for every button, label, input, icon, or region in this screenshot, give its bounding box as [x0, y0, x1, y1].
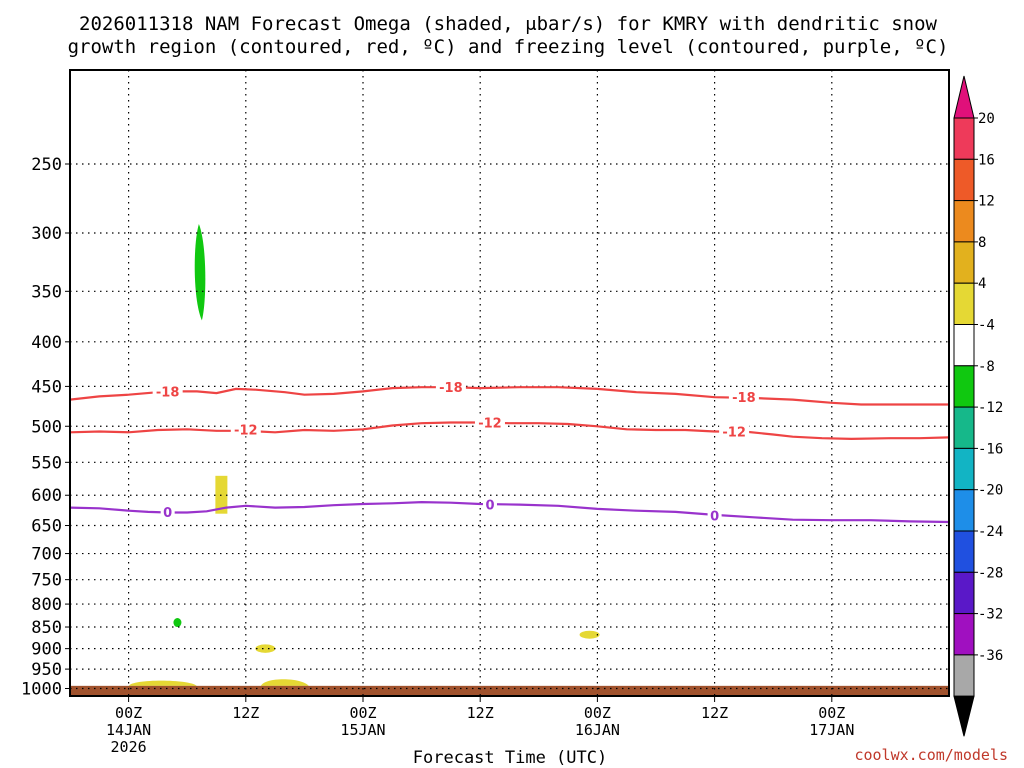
contour-label-bg-0-0: [152, 384, 183, 399]
plot-area: -18 -18 -18 -12 -12 -12 0 0 0: [69, 69, 950, 697]
y-tick-label-400: 400: [31, 333, 62, 353]
contour-label-bg-2-0: [160, 504, 175, 519]
y-tick-label-600: 600: [31, 486, 62, 506]
colorbar-swatch-1: [953, 158, 975, 202]
colorbar-label-4: 4: [978, 276, 986, 292]
contour-label-1-0: -12: [234, 423, 258, 438]
colorbar-swatch-4: [953, 282, 975, 326]
contour-line-1: [69, 421, 950, 441]
contour-label-bg-1-1: [474, 415, 505, 430]
colorbar-label-0: 20: [978, 111, 995, 127]
x-tick-time-12: 12Z: [232, 704, 259, 722]
surface-ground: [70, 685, 949, 696]
x-tick-time-48: 00Z: [584, 704, 611, 722]
contour-label-bg-2-2: [707, 508, 722, 523]
y-tick-label-850: 850: [31, 618, 62, 638]
colorbar-swatch-3: [953, 241, 975, 284]
colorbar-label-6: -8: [978, 359, 995, 375]
contour-layer: -18 -18 -18 -12 -12 -12 0 0 0: [69, 380, 950, 524]
colorbar-top-triangle: [953, 75, 975, 119]
plot-frame: [69, 69, 950, 697]
x-tick-time-72: 00Z: [818, 704, 845, 722]
colorbar: 20 16 12 8 4 -4 -8 -12 -16 -20 -24 -28 -32 -36: [953, 75, 1003, 737]
y-tick-label-950: 950: [31, 660, 62, 680]
contour-label-bg-0-2: [728, 390, 759, 405]
colorbar-label-10: -24: [978, 524, 1003, 540]
x-tick-date-48: 16JAN: [575, 721, 620, 739]
colorbar-label-8: -16: [978, 441, 1003, 457]
plot-background: [70, 70, 949, 696]
colorbar-label-7: -12: [978, 400, 1003, 416]
x-tick-date-24: 15JAN: [340, 721, 385, 739]
colorbar-swatch-0: [953, 117, 975, 160]
contour-label-0-2: -18: [732, 391, 756, 406]
colorbar-swatch-13: [953, 654, 975, 697]
colorbar-swatch-9: [953, 489, 975, 532]
colorbar-label-11: -28: [978, 565, 1003, 581]
contour-label-bg-2-1: [482, 497, 497, 512]
colorbar-swatch-8: [953, 447, 975, 491]
credit-text: coolwx.com/models: [854, 746, 1008, 764]
colorbar-label-2: 12: [978, 194, 995, 210]
x-tick-time-60: 12Z: [701, 704, 728, 722]
colorbar-swatch-5: [953, 324, 975, 367]
x-tick-date-0: 14JAN: [106, 721, 151, 739]
y-tick-label-1000: 1000: [21, 680, 62, 700]
x-tick-time-24: 00Z: [349, 704, 376, 722]
omega-region-6: [260, 679, 309, 686]
contour-label-1-2: -12: [722, 426, 746, 441]
colorbar-label-9: -20: [978, 483, 1003, 499]
contour-label-0-0: -18: [156, 385, 180, 400]
y-tick-label-450: 450: [31, 377, 62, 397]
omega-region-4: [579, 630, 600, 639]
x-tick-date-72: 17JAN: [809, 721, 854, 739]
y-tick-label-300: 300: [31, 224, 62, 244]
gridlines: [70, 70, 949, 696]
contour-label-2-1: 0: [485, 499, 494, 514]
colorbar-label-1: 16: [978, 152, 995, 168]
x-tick-time-36: 12Z: [467, 704, 494, 722]
contour-label-1-1: -12: [478, 416, 502, 431]
omega-region-1: [173, 618, 182, 628]
omega-region-0: [194, 224, 206, 321]
colorbar-label-3: 8: [978, 235, 986, 251]
contour-line-2: [69, 500, 950, 524]
y-tick-label-900: 900: [31, 640, 62, 660]
y-tick-label-650: 650: [31, 517, 62, 537]
colorbar-label-5: -4: [978, 318, 995, 334]
colorbar-swatch-10: [953, 530, 975, 573]
omega-region-3: [255, 644, 276, 653]
colorbar-swatch-2: [953, 200, 975, 243]
contour-label-0-1: -18: [439, 381, 463, 396]
contour-label-2-2: 0: [710, 509, 719, 524]
colorbar-bottom-triangle: [953, 695, 975, 737]
contour-label-bg-1-2: [719, 424, 750, 439]
x-axis-label: Forecast Time (UTC): [413, 748, 607, 768]
y-tick-label-350: 350: [31, 282, 62, 302]
chart-title-line2: growth region (contoured, red, ºC) and f…: [68, 36, 949, 58]
y-tick-label-500: 500: [31, 417, 62, 437]
colorbar-swatch-12: [953, 613, 975, 656]
y-tick-label-250: 250: [31, 155, 62, 175]
colorbar-swatch-11: [953, 571, 975, 615]
contour-label-bg-1-0: [230, 422, 261, 437]
y-tick-label-800: 800: [31, 595, 62, 615]
x-tick-year-0: 2026: [111, 738, 147, 756]
colorbar-swatch-6: [953, 365, 975, 408]
omega-region-5: [128, 680, 197, 686]
y-tick-label-550: 550: [31, 453, 62, 473]
contour-label-bg-0-1: [435, 380, 466, 395]
y-tick-label-750: 750: [31, 571, 62, 591]
omega-shading-layer: [128, 224, 600, 686]
contour-label-2-0: 0: [163, 506, 172, 521]
x-tick-time-0: 00Z: [115, 704, 142, 722]
chart-title-line1: 2026011318 NAM Forecast Omega (shaded, μ…: [79, 13, 937, 35]
y-axis-ticks: 2503003504004505005506006507007508008509…: [21, 155, 70, 700]
colorbar-label-12: -32: [978, 607, 1003, 623]
y-tick-label-700: 700: [31, 545, 62, 565]
colorbar-label-13: -36: [978, 648, 1003, 664]
colorbar-swatch-7: [953, 406, 975, 449]
